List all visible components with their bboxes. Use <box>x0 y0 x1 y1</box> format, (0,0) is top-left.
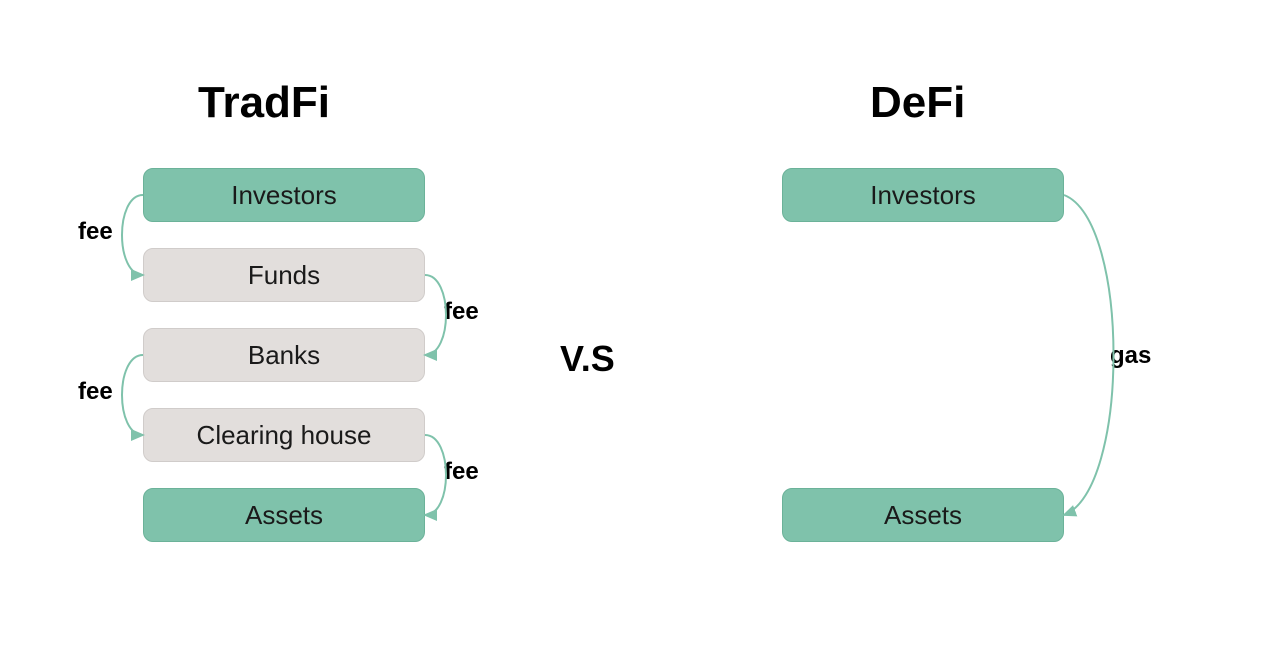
node-label: Funds <box>248 260 320 291</box>
tradfi-node-funds: Funds <box>143 248 425 302</box>
tradfi-node-banks: Banks <box>143 328 425 382</box>
node-label: Banks <box>248 340 320 371</box>
gas-label: gas <box>1110 342 1151 370</box>
defi-node-assets: Assets <box>782 488 1064 542</box>
node-label: Investors <box>870 180 976 211</box>
tradfi-node-clearing: Clearing house <box>143 408 425 462</box>
tradfi-node-assets: Assets <box>143 488 425 542</box>
fee-label-3: fee <box>78 378 113 406</box>
node-label: Assets <box>245 500 323 531</box>
fee-label-1: fee <box>78 218 113 246</box>
vs-label: V.S <box>560 338 615 380</box>
fee-label-2: fee <box>444 298 479 326</box>
tradfi-title: TradFi <box>198 78 330 128</box>
defi-node-investors: Investors <box>782 168 1064 222</box>
node-label: Assets <box>884 500 962 531</box>
tradfi-node-investors: Investors <box>143 168 425 222</box>
node-label: Investors <box>231 180 337 211</box>
fee-label-4: fee <box>444 458 479 486</box>
defi-title: DeFi <box>870 78 965 128</box>
node-label: Clearing house <box>197 420 372 451</box>
